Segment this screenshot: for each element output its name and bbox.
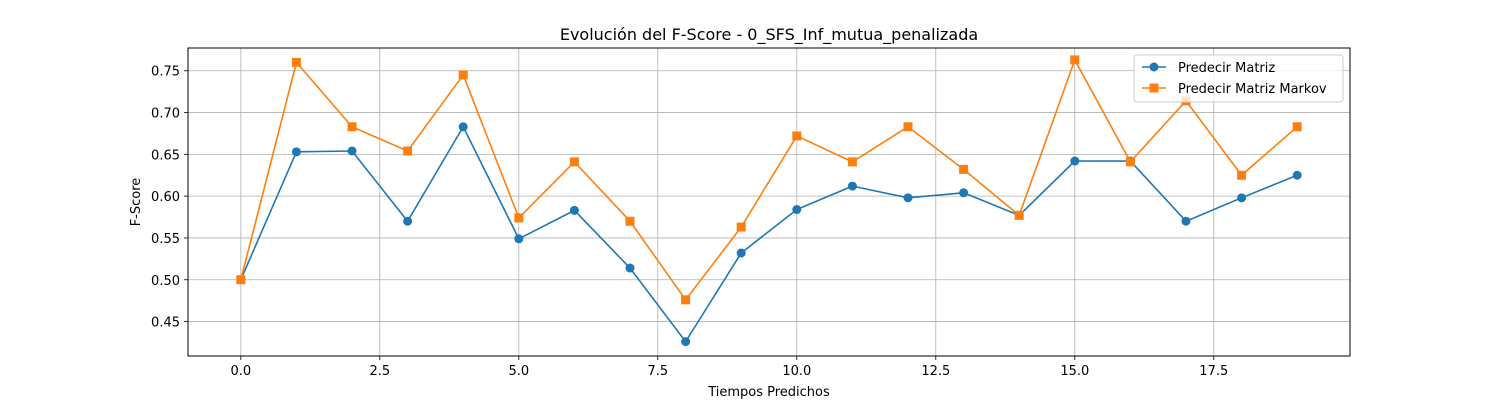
data-point-predecir-matriz-markov — [625, 216, 635, 226]
y-tick-label: 0.75 — [151, 65, 180, 80]
y-axis-label: F-Score — [129, 178, 144, 227]
data-point-predecir-matriz-markov — [959, 164, 969, 174]
data-point-predecir-matriz — [736, 248, 746, 258]
data-point-predecir-matriz-markov — [903, 122, 913, 132]
chart-title: Evolución del F-Score - 0_SFS_Inf_mutua_… — [560, 25, 978, 45]
x-tick-label: 12.5 — [921, 364, 950, 379]
x-tick-label: 17.5 — [1199, 364, 1228, 379]
legend-label-predecir-matriz-markov: Predecir Matriz Markov — [1178, 82, 1327, 97]
series-predecir-matriz-markov — [236, 55, 1302, 305]
x-axis-ticks: 0.0 2.5 5.0 7.5 10.0 12.5 15.0 17.5 — [230, 356, 1228, 379]
data-point-predecir-matriz-markov — [236, 275, 246, 285]
legend-marker-predecir-matriz — [1149, 62, 1159, 72]
data-point-predecir-matriz-markov — [1292, 122, 1302, 132]
y-tick-label: 0.70 — [151, 107, 180, 122]
x-axis-label: Tiempos Predichos — [707, 385, 830, 400]
y-tick-label: 0.55 — [151, 232, 180, 247]
y-tick-label: 0.60 — [151, 190, 180, 205]
data-point-predecir-matriz-markov — [458, 70, 468, 80]
series-layer — [236, 55, 1302, 347]
data-point-predecir-matriz — [291, 147, 301, 157]
data-point-predecir-matriz — [347, 146, 357, 156]
data-point-predecir-matriz — [625, 263, 635, 273]
data-point-predecir-matriz — [959, 188, 969, 198]
x-tick-label: 5.0 — [508, 364, 529, 379]
data-point-predecir-matriz-markov — [792, 131, 802, 141]
y-tick-label: 0.45 — [151, 316, 180, 331]
y-tick-label: 0.50 — [151, 274, 180, 289]
x-tick-label: 15.0 — [1060, 364, 1089, 379]
data-point-predecir-matriz-markov — [291, 57, 301, 67]
data-point-predecir-matriz — [569, 205, 579, 215]
legend-label-predecir-matriz: Predecir Matriz — [1178, 61, 1275, 76]
legend: Predecir Matriz Predecir Matriz Markov — [1133, 54, 1344, 103]
data-point-predecir-matriz — [1070, 156, 1080, 166]
data-point-predecir-matriz — [1237, 193, 1247, 203]
series-line-predecir-matriz — [240, 125, 1298, 343]
data-point-predecir-matriz-markov — [1070, 55, 1080, 65]
data-point-predecir-matriz — [903, 193, 913, 203]
data-point-predecir-matriz-markov — [403, 146, 413, 156]
data-point-predecir-matriz-markov — [681, 295, 691, 305]
data-point-predecir-matriz-markov — [736, 222, 746, 232]
data-point-predecir-matriz — [514, 234, 524, 244]
x-tick-label: 7.5 — [647, 364, 668, 379]
plot-frame — [187, 47, 1351, 357]
data-point-predecir-matriz-markov — [1014, 210, 1024, 220]
x-tick-label: 0.0 — [230, 364, 251, 379]
data-point-predecir-matriz-markov — [847, 157, 857, 167]
legend-box — [1133, 54, 1344, 103]
data-point-predecir-matriz-markov — [1125, 157, 1135, 167]
data-point-predecir-matriz-markov — [514, 213, 524, 223]
data-point-predecir-matriz — [792, 205, 802, 215]
y-tick-label: 0.65 — [151, 148, 180, 163]
data-point-predecir-matriz — [403, 216, 413, 226]
data-point-predecir-matriz — [681, 337, 691, 347]
x-tick-label: 2.5 — [369, 364, 390, 379]
data-point-predecir-matriz — [1292, 170, 1302, 180]
data-point-predecir-matriz — [458, 122, 468, 132]
legend-marker-predecir-matriz-markov — [1149, 83, 1159, 93]
data-point-predecir-matriz — [1181, 216, 1191, 226]
data-point-predecir-matriz-markov — [1237, 170, 1247, 180]
y-axis-ticks: 0.45 0.50 0.55 0.60 0.65 0.70 0.75 — [151, 65, 188, 331]
series-line-predecir-matriz-markov — [240, 59, 1298, 301]
data-point-predecir-matriz — [847, 181, 857, 191]
data-point-predecir-matriz-markov — [569, 157, 579, 167]
x-tick-label: 10.0 — [782, 364, 811, 379]
data-point-predecir-matriz-markov — [347, 122, 357, 132]
